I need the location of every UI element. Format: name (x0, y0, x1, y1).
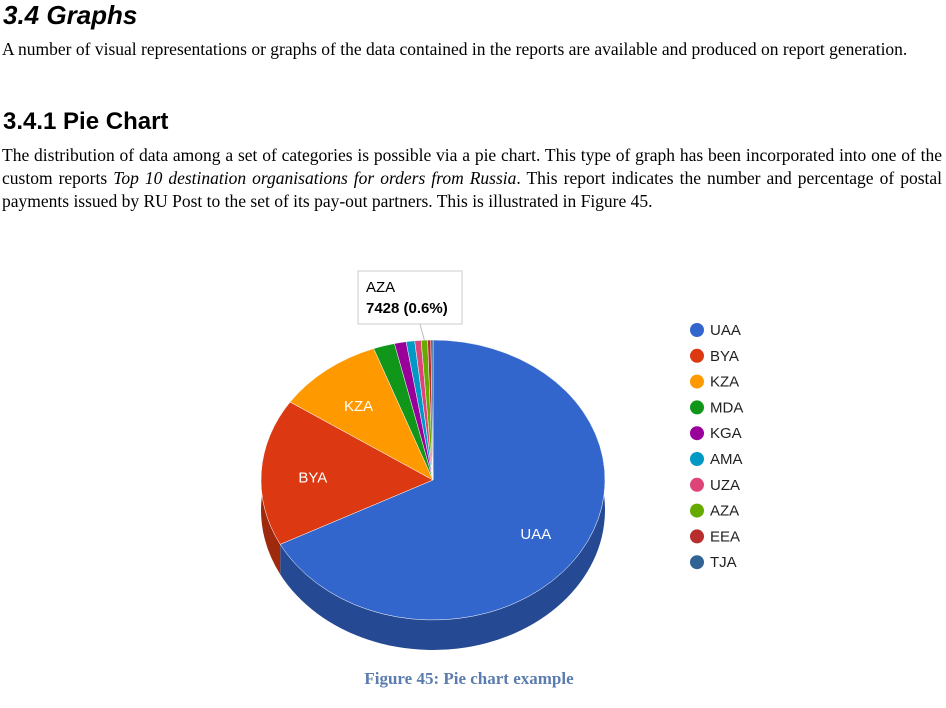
legend-swatch (690, 503, 704, 518)
legend-swatch (690, 426, 704, 441)
tooltip-box (357, 270, 463, 325)
section-heading: 3.4 Graphs (3, 0, 138, 30)
legend-swatch (690, 529, 704, 544)
legend-label: BYA (710, 348, 739, 365)
tooltip-pointer (419, 323, 425, 341)
legend-label: EEA (710, 528, 740, 545)
slice (260, 401, 434, 545)
chart: UAA BYA KZA UAA BYA KZA MDA KGA AMA UZA AZA EEA TJA A… (260, 270, 743, 650)
slice-label: BYA (298, 469, 327, 486)
slice-label: UAA (520, 526, 551, 543)
legend-label: AZA (710, 503, 739, 520)
report-name: Top 10 destination organisations for ord… (113, 168, 517, 188)
subsection-heading: 3.4.1 Pie Chart (3, 108, 169, 135)
slice-label: KZA (344, 398, 373, 415)
text: The distribution of data among a set of … (2, 145, 942, 188)
legend-label: TJA (710, 554, 737, 571)
legend-swatch (690, 555, 704, 570)
legend-label: AMA (710, 451, 743, 468)
legend-swatch (690, 452, 704, 466)
legend-swatch (690, 477, 704, 492)
slice (279, 339, 606, 621)
legend-label: UAA (710, 322, 741, 339)
caption: Figure 45: Pie chart example (364, 669, 574, 688)
slice (289, 348, 434, 481)
legend-swatch (690, 374, 704, 389)
legend-label: UZA (710, 477, 740, 494)
legend-label: KZA (710, 374, 739, 391)
legend-swatch (690, 348, 704, 363)
slice (430, 339, 434, 481)
tooltip-category: AZA (366, 279, 395, 296)
legend-swatch (690, 400, 704, 415)
legend-swatch (690, 323, 704, 337)
tooltip-value: 7428 (0.6%) (366, 300, 448, 317)
text: . This report indicates the number and p… (2, 168, 942, 211)
legend-label: KGA (710, 425, 742, 442)
body-text: The distribution of data among a set of … (2, 144, 942, 213)
legend-label: MDA (710, 399, 743, 416)
intro-text: A number of visual representations or gr… (2, 39, 908, 59)
